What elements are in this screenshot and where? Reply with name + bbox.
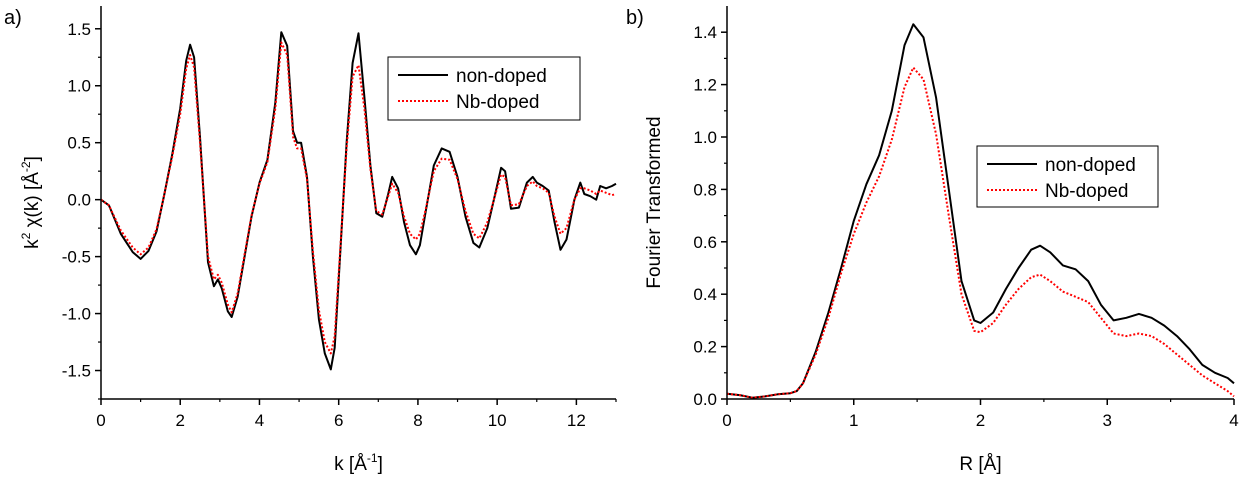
y-axis-label: k2 χ(k) [Å-2] [19, 156, 43, 249]
y-tick-label: 1.0 [67, 77, 91, 96]
x-tick-label: 4 [1229, 411, 1238, 430]
x-tick-label: 0 [722, 411, 731, 430]
series-line-nb-doped [100, 41, 617, 355]
x-axis-label-end: ] [378, 454, 383, 475]
y-axis-label-ylabel: k [22, 239, 43, 249]
x-axis-label-text: k [Å [334, 454, 367, 475]
series-line-nb-doped [726, 66, 1235, 399]
x-axis-label-sup: -1 [367, 451, 378, 465]
y-tick-label: 1.0 [693, 128, 717, 147]
legend: non-doped Nb-doped [976, 145, 1159, 208]
y-tick-label: 0.6 [693, 233, 717, 252]
panel-b: b) 0 1 2 3 4 0.0 0.2 0.4 0.6 0.8 1.0 1.2 1.4 R [Å] Four… [626, 6, 1239, 475]
y-tick-label: 0.2 [693, 338, 717, 357]
panel-label: b) [626, 7, 644, 29]
y-tick-label: 0.5 [67, 134, 91, 153]
legend-label: Nb-doped [1045, 181, 1128, 202]
x-tick-label: 2 [976, 411, 985, 430]
legend-label: non-doped [456, 66, 547, 87]
x-axis-label: k [Å-1] [334, 451, 383, 475]
y-axis-label-ylabel-sup2: -2 [19, 161, 33, 172]
x-tick-label: 1 [849, 411, 858, 430]
x-tick-label: 4 [255, 411, 264, 430]
x-tick-label: 8 [413, 411, 422, 430]
legend: non-doped Nb-doped [387, 56, 581, 121]
y-tick-label: 0.4 [693, 285, 717, 304]
legend-label: Nb-doped [456, 92, 539, 113]
y-tick-label: 1.4 [693, 23, 717, 42]
x-tick-label: 10 [488, 411, 507, 430]
x-tick-label: 2 [175, 411, 184, 430]
y-tick-label: 0.0 [693, 390, 717, 409]
series-line-non-doped [100, 31, 617, 371]
panel-a: a)0 2 4 6 8 10 12-1.5-1.0-0.50.00.51.01.5k [Å-… [4, 6, 617, 475]
x-tick-label: 6 [334, 411, 343, 430]
series-line-non-doped [726, 23, 1235, 399]
y-tick-label: 1.5 [67, 20, 91, 39]
y-tick-label: 0.0 [67, 191, 91, 210]
x-tick-label: 3 [1103, 411, 1112, 430]
y-tick-label: -0.5 [62, 248, 91, 267]
y-axis-label-ylabel-sup: 2 [19, 232, 33, 239]
x-axis-label: R [Å] [959, 454, 1001, 475]
legend-box [387, 56, 581, 121]
y-tick-label: -1.0 [62, 305, 91, 324]
y-tick-label: 0.8 [693, 180, 717, 199]
y-axis-label-ylabel-end: ] [22, 156, 43, 161]
legend-box [976, 145, 1159, 208]
x-tick-label: 0 [96, 411, 105, 430]
panel-label: a) [4, 7, 22, 29]
y-axis-label: Fourier Transformed [644, 116, 665, 288]
y-axis-label-ylabel-mid: χ(k) [Å [22, 172, 43, 233]
y-tick-label: -1.5 [62, 362, 91, 381]
legend-label: non-doped [1045, 155, 1136, 176]
y-tick-label: 1.2 [693, 76, 717, 95]
x-tick-label: 12 [567, 411, 586, 430]
